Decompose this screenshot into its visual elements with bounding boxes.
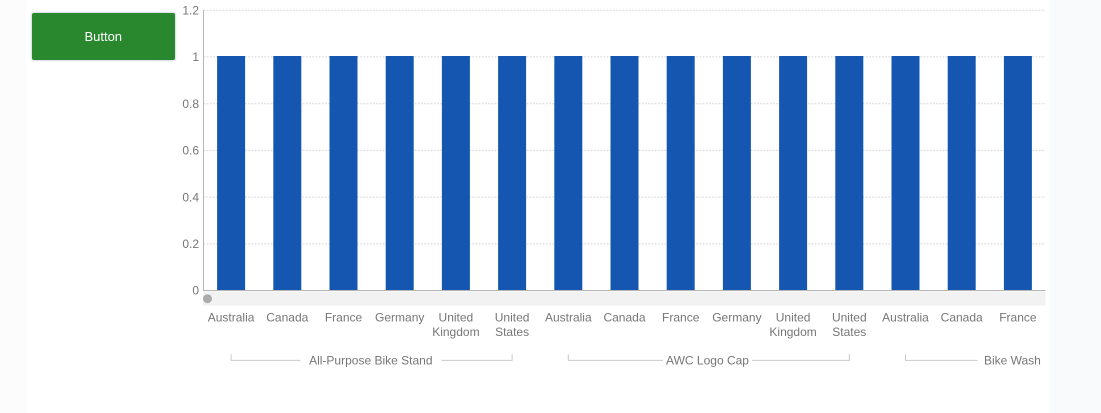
- svg-text:1: 1: [192, 50, 199, 64]
- svg-text:Bike Wash: Bike Wash: [984, 353, 1041, 367]
- svg-text:United: United: [495, 311, 530, 325]
- svg-text:France: France: [325, 311, 363, 325]
- svg-text:Canada: Canada: [266, 311, 308, 325]
- svg-text:Canada: Canada: [941, 311, 983, 325]
- svg-text:1.2: 1.2: [182, 3, 199, 17]
- svg-text:France: France: [662, 311, 700, 325]
- svg-text:Kingdom: Kingdom: [432, 325, 479, 339]
- svg-text:0: 0: [192, 284, 199, 298]
- svg-text:United: United: [776, 311, 811, 325]
- svg-text:States: States: [495, 325, 529, 339]
- svg-text:Germany: Germany: [712, 311, 761, 325]
- svg-text:0.4: 0.4: [182, 190, 199, 204]
- svg-text:AWC Logo Cap: AWC Logo Cap: [666, 353, 749, 367]
- svg-text:Australia: Australia: [882, 311, 929, 325]
- svg-text:United: United: [439, 311, 474, 325]
- svg-text:Germany: Germany: [375, 311, 424, 325]
- svg-text:United: United: [832, 311, 867, 325]
- svg-text:0.6: 0.6: [182, 144, 199, 158]
- svg-text:France: France: [999, 311, 1037, 325]
- svg-text:States: States: [832, 325, 866, 339]
- svg-text:0.2: 0.2: [182, 237, 199, 251]
- svg-text:Canada: Canada: [603, 311, 645, 325]
- svg-text:Kingdom: Kingdom: [769, 325, 816, 339]
- svg-text:0.8: 0.8: [182, 97, 199, 111]
- svg-text:Australia: Australia: [208, 311, 255, 325]
- svg-text:All-Purpose Bike Stand: All-Purpose Bike Stand: [309, 353, 432, 367]
- svg-text:Australia: Australia: [545, 311, 592, 325]
